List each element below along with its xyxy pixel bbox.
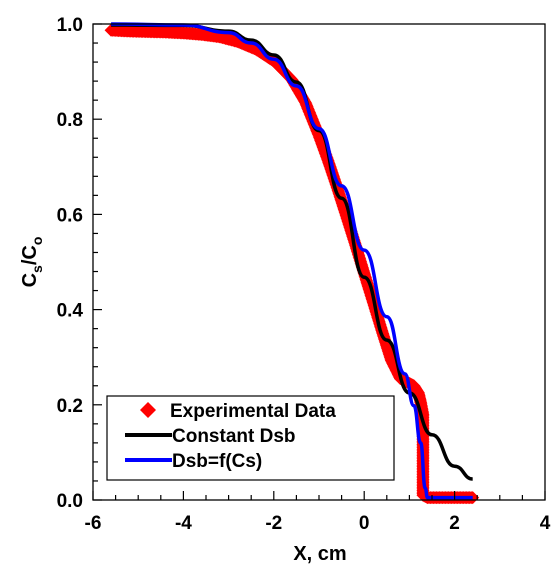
x-tick-label: 4 — [540, 513, 551, 534]
legend-marker-experimental — [140, 402, 156, 418]
legend: Experimental Data Constant Dsb Dsb=f(Cs) — [106, 395, 395, 481]
legend-label-variable: Dsb=f(Cs) — [172, 451, 262, 472]
y-tick-label: 1.0 — [57, 15, 83, 36]
y-axis-title-sep: /C — [19, 245, 41, 265]
legend-label-constant: Constant Dsb — [172, 426, 296, 447]
x-tick-label: 0 — [359, 513, 370, 534]
series-layer — [104, 22, 480, 505]
y-tick-label: 0.6 — [57, 205, 83, 226]
x-tick-label: -2 — [265, 513, 282, 534]
x-axis-title: X, cm — [293, 543, 346, 565]
y-axis-title: Cs/Co — [19, 237, 45, 288]
dsb-function-line — [111, 22, 473, 500]
y-tick-label: 0.2 — [57, 396, 83, 417]
legend-label-experimental: Experimental Data — [170, 401, 336, 422]
x-tick-label: -6 — [85, 513, 102, 534]
y-axis-title-sub1: s — [29, 265, 45, 273]
y-tick-label: 0.8 — [57, 110, 83, 131]
x-tick-label: -4 — [175, 513, 192, 534]
ticks-layer — [92, 23, 546, 501]
y-tick-label: 0.0 — [57, 491, 83, 512]
y-axis-title-sub2: o — [29, 237, 45, 246]
x-tick-label: 2 — [449, 513, 460, 534]
y-axis-title-main: C — [19, 273, 41, 287]
y-tick-label: 0.4 — [57, 301, 84, 322]
